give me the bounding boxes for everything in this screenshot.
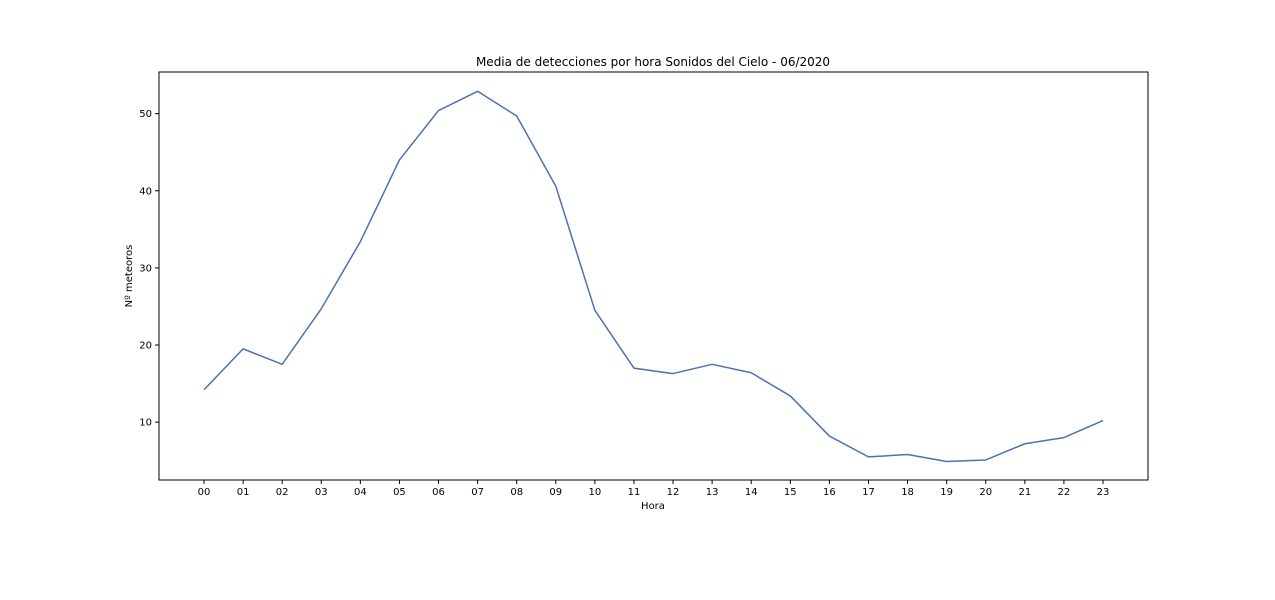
x-tick-label: 06 (432, 487, 445, 498)
x-tick-label: 18 (901, 487, 914, 498)
x-tick-label: 13 (706, 487, 719, 498)
x-tick-label: 00 (198, 487, 211, 498)
x-tick-label: 14 (745, 487, 758, 498)
x-tick-label: 22 (1058, 487, 1071, 498)
x-tick-label: 11 (628, 487, 641, 498)
x-tick-label: 02 (276, 487, 289, 498)
x-tick-label: 21 (1018, 487, 1031, 498)
chart-title: Media de detecciones por hora Sonidos de… (476, 55, 830, 69)
x-tick-label: 07 (471, 487, 484, 498)
series-line-0 (203, 90, 1104, 463)
y-tick-label: 50 (139, 109, 152, 120)
x-tick-label: 15 (784, 487, 797, 498)
plot-frame (158, 71, 1149, 481)
plot-area (203, 90, 1104, 463)
x-tick-label: 03 (315, 487, 328, 498)
x-tick-label: 10 (589, 487, 602, 498)
y-axis-label: Nº meteoros (124, 245, 135, 308)
x-tick-label: 04 (354, 487, 367, 498)
x-tick-label: 12 (667, 487, 680, 498)
x-tick-label: 20 (979, 487, 992, 498)
x-tick-label: 17 (862, 487, 875, 498)
x-tick-label: 16 (823, 487, 836, 498)
x-tick-label: 05 (393, 487, 406, 498)
y-tick-label: 10 (139, 418, 152, 429)
x-tick-label: 23 (1097, 487, 1110, 498)
y-tick-label: 40 (139, 186, 152, 197)
x-tick-label: 08 (510, 487, 523, 498)
x-axis-ticks: 00 01 02 03 04 05 06 07 08 09 10 11 12 13 14 15 16 17 18 19… (198, 480, 1110, 498)
x-tick-label: 09 (549, 487, 562, 498)
y-tick-label: 20 (139, 341, 152, 352)
y-axis-ticks: 10 20 30 40 50 (139, 109, 159, 429)
x-axis-label: Hora (641, 501, 665, 512)
x-tick-label: 01 (237, 487, 250, 498)
y-tick-label: 30 (139, 263, 152, 274)
x-tick-label: 19 (940, 487, 953, 498)
